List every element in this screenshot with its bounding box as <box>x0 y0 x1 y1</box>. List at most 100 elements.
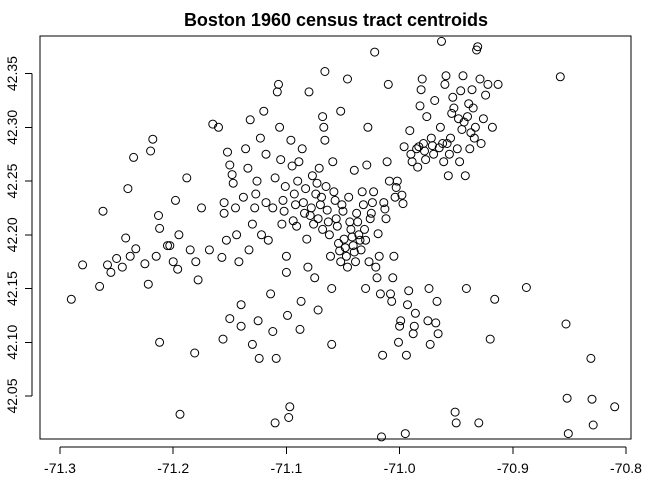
data-point <box>291 200 300 210</box>
data-point <box>371 262 381 272</box>
data-point <box>346 224 356 234</box>
data-point <box>278 195 288 205</box>
data-point <box>458 71 468 81</box>
data-point <box>421 155 431 165</box>
data-point <box>562 393 572 403</box>
data-point <box>429 149 439 159</box>
data-point <box>300 208 309 218</box>
data-point <box>255 133 265 143</box>
data-point <box>416 85 426 95</box>
data-point <box>228 178 238 188</box>
data-point <box>430 96 440 105</box>
data-point <box>447 108 457 118</box>
data-point <box>349 247 359 257</box>
data-point <box>173 264 183 274</box>
plot-frame <box>39 35 632 440</box>
data-point <box>294 157 304 167</box>
data-point <box>313 214 323 224</box>
y-tick-label: 42.10 <box>4 325 20 360</box>
data-point <box>332 221 342 231</box>
data-point <box>426 133 436 143</box>
data-point <box>344 192 354 202</box>
data-point <box>168 257 178 267</box>
x-tick-label: -71.2 <box>157 460 189 476</box>
data-point <box>456 86 466 96</box>
data-point <box>424 284 434 293</box>
data-point <box>409 321 419 331</box>
data-point <box>338 206 348 216</box>
data-point <box>439 157 449 167</box>
data-point <box>319 122 329 132</box>
data-point <box>78 260 88 270</box>
data-point <box>386 289 395 299</box>
data-point <box>400 429 410 439</box>
data-point <box>297 144 307 154</box>
data-point <box>171 195 180 205</box>
x-tick-label: -71.0 <box>384 460 416 476</box>
data-point <box>225 160 235 170</box>
data-point <box>289 189 299 199</box>
data-point <box>232 230 242 240</box>
data-point <box>263 235 273 245</box>
data-point <box>343 74 352 84</box>
data-point <box>320 135 330 145</box>
data-point <box>408 329 418 339</box>
data-point <box>588 420 598 430</box>
data-point <box>254 353 264 363</box>
data-point <box>301 184 311 194</box>
data-point <box>490 294 500 304</box>
data-point <box>392 176 402 186</box>
data-point <box>425 339 435 349</box>
data-point <box>452 144 462 154</box>
data-point <box>318 112 328 122</box>
data-point <box>443 171 453 181</box>
data-point <box>475 74 485 84</box>
data-point <box>412 144 422 154</box>
data-point <box>384 176 394 186</box>
y-tick-label: 42.35 <box>4 56 20 91</box>
data-point <box>476 139 486 148</box>
y-axis: 42.05 42.10 42.15 42.20 42.25 42.30 42.35 <box>4 56 33 414</box>
data-point <box>318 224 328 234</box>
data-point <box>286 135 296 145</box>
data-point <box>231 203 240 213</box>
data-point <box>151 251 161 261</box>
data-point <box>238 192 248 202</box>
data-point <box>251 189 261 199</box>
data-point <box>253 316 263 326</box>
data-point <box>387 296 397 306</box>
data-point <box>154 211 163 220</box>
data-point <box>431 318 441 328</box>
data-point <box>285 402 295 412</box>
data-point <box>225 314 235 324</box>
data-point <box>268 327 278 336</box>
data-point <box>366 208 376 218</box>
data-point <box>391 183 401 192</box>
data-points <box>66 36 620 442</box>
data-point <box>369 187 379 197</box>
data-point <box>441 71 451 81</box>
data-point <box>190 348 200 358</box>
data-point <box>175 409 185 419</box>
data-point <box>185 245 195 255</box>
data-point <box>191 257 201 267</box>
data-point <box>146 146 156 156</box>
data-point <box>364 257 374 267</box>
data-point <box>274 79 283 89</box>
data-point <box>457 125 467 134</box>
data-point <box>227 170 237 180</box>
data-point <box>197 203 206 213</box>
data-point <box>217 252 227 262</box>
data-point <box>427 141 437 151</box>
data-point <box>449 103 459 113</box>
data-point <box>275 122 285 132</box>
data-point <box>236 300 246 310</box>
data-point <box>270 173 280 183</box>
x-tick-label: -71.3 <box>44 460 76 476</box>
data-point <box>321 182 331 191</box>
data-point <box>395 321 405 331</box>
data-point <box>481 90 491 100</box>
data-point <box>329 187 339 197</box>
data-point <box>404 286 414 296</box>
